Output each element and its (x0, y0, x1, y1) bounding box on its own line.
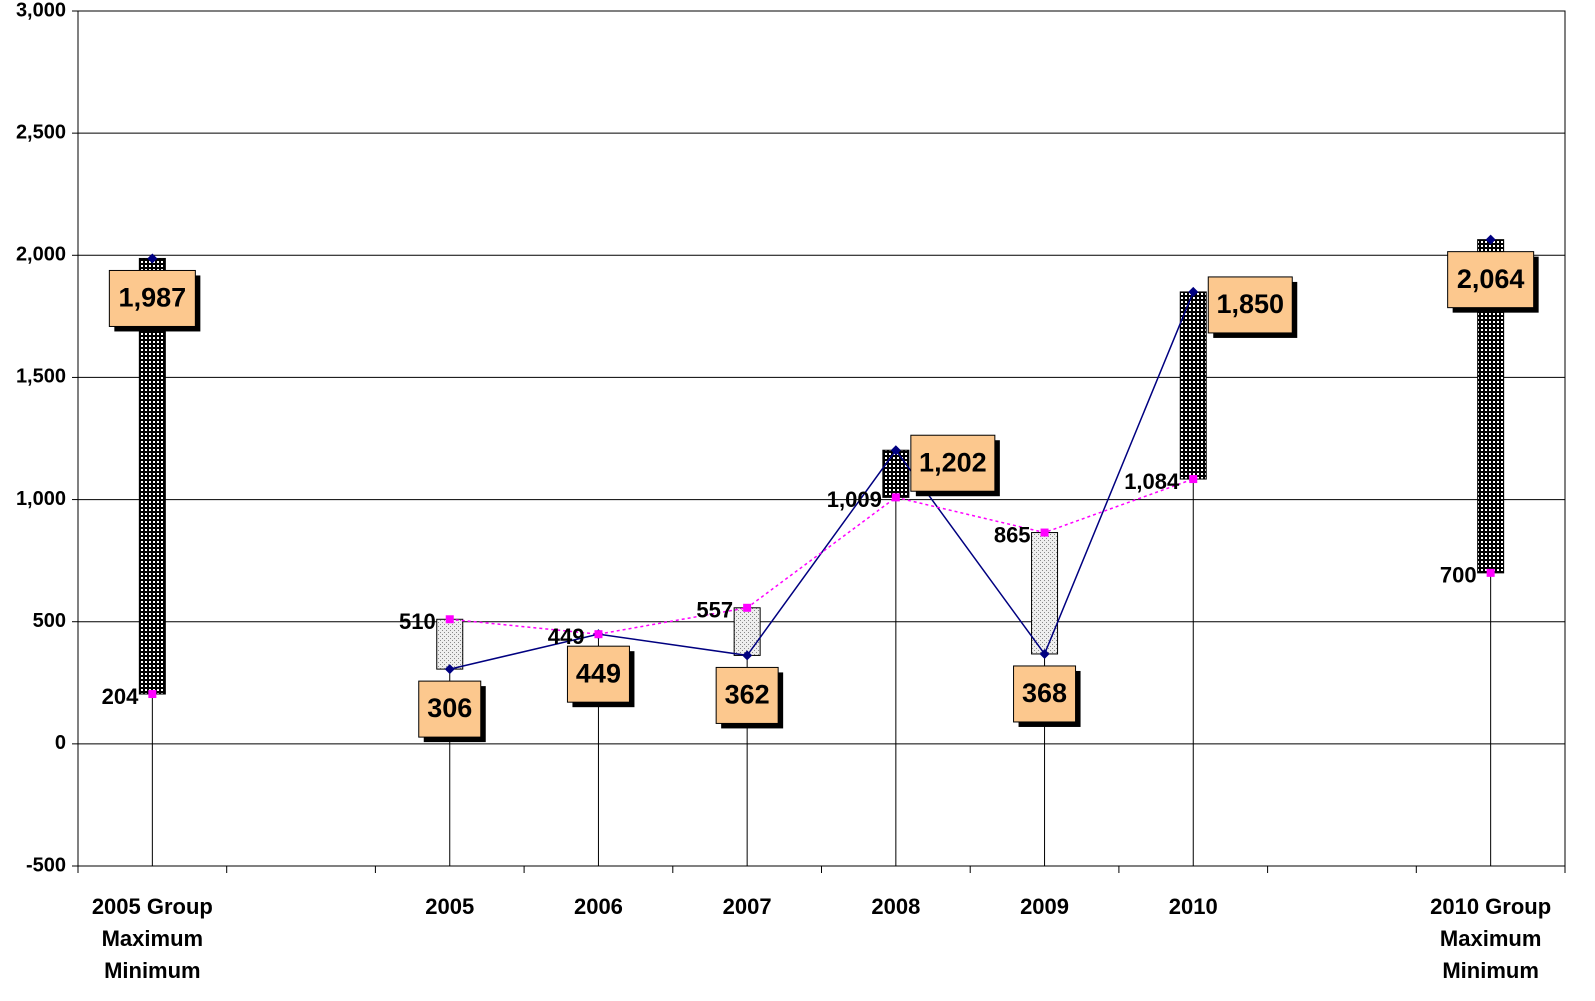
x-tick-label: 2009 (1020, 894, 1069, 919)
y-tick-label: 2,500 (16, 121, 66, 143)
data-label: 510 (399, 609, 436, 634)
data-label: 1,987 (119, 283, 187, 313)
y-tick-label: 3,000 (16, 0, 66, 21)
data-label: 700 (1440, 563, 1477, 588)
y-tick-label: 0 (55, 732, 66, 754)
marker (594, 630, 603, 639)
x-tick-label-line: 2007 (723, 894, 772, 919)
marker (1486, 568, 1495, 577)
marker (742, 650, 753, 661)
marker (1189, 475, 1198, 484)
marker (147, 253, 158, 264)
x-tick-label-line: Maximum (102, 926, 203, 951)
high-low-bar (882, 449, 910, 498)
label-box (1013, 665, 1077, 723)
data-label: 306 (427, 693, 472, 723)
marker (891, 493, 900, 502)
y-tick-label: -500 (26, 854, 66, 876)
x-tick-label: 2006 (574, 894, 623, 919)
data-label: 362 (725, 680, 770, 710)
x-tick-label-line: 2010 Group (1430, 894, 1551, 919)
marker (444, 664, 455, 675)
data-label: 557 (696, 598, 733, 623)
data-label: 368 (1022, 678, 1067, 708)
x-tick-label-line: 2010 (1169, 894, 1218, 919)
x-tick-label: 2005 (425, 894, 474, 919)
x-tick-label-line: Maximum (1440, 926, 1541, 951)
series-line (450, 479, 1491, 634)
x-tick-label: 2007 (723, 894, 772, 919)
data-label: 1,850 (1216, 289, 1284, 319)
marker (890, 445, 901, 456)
plot-frame (77, 10, 1566, 867)
label-box (715, 666, 779, 724)
x-tick-label: 2005 Group Maximum Minimum (92, 894, 213, 983)
marker (743, 603, 752, 612)
y-tick-label: 500 (33, 610, 66, 632)
label-box (108, 269, 196, 327)
high-low-bar (733, 607, 761, 656)
x-tick-label-line: Minimum (104, 958, 201, 983)
data-label: 2,064 (1457, 264, 1525, 294)
marker (148, 690, 157, 699)
x-tick-label-line: 2005 Group (92, 894, 213, 919)
x-tick-label-line: 2005 (425, 894, 474, 919)
high-low-bar (436, 618, 464, 670)
marker (1040, 528, 1049, 537)
y-tick-label: 1,500 (16, 366, 66, 388)
data-label: 449 (548, 624, 585, 649)
y-tick-label: 1,000 (16, 488, 66, 510)
high-low-bar (1031, 532, 1059, 655)
x-tick-label-line: 2009 (1020, 894, 1069, 919)
marker (1485, 234, 1496, 245)
data-label: 865 (994, 522, 1031, 547)
high-low-bar (1179, 291, 1207, 480)
x-tick-label: 2008 (871, 894, 920, 919)
data-label: 1,009 (827, 487, 882, 512)
label-box (910, 434, 996, 492)
marker (1039, 648, 1050, 659)
x-tick-label: 2010 Group Maximum Minimum (1430, 894, 1551, 983)
label-box (566, 645, 630, 703)
label-box (1207, 276, 1293, 334)
x-tick-label-line: 2008 (871, 894, 920, 919)
marker (445, 615, 454, 624)
label-box (418, 680, 482, 738)
marker (1188, 286, 1199, 297)
x-tick-label-line: Minimum (1442, 958, 1539, 983)
data-label: 1,202 (919, 447, 987, 477)
label-box (1447, 251, 1535, 309)
y-tick-label: 2,000 (16, 244, 66, 266)
data-label: 449 (576, 658, 621, 688)
x-tick-label-line: 2006 (574, 894, 623, 919)
data-label: 204 (102, 684, 139, 709)
x-tick-label: 2010 (1169, 894, 1218, 919)
data-label: 1,084 (1124, 469, 1180, 494)
